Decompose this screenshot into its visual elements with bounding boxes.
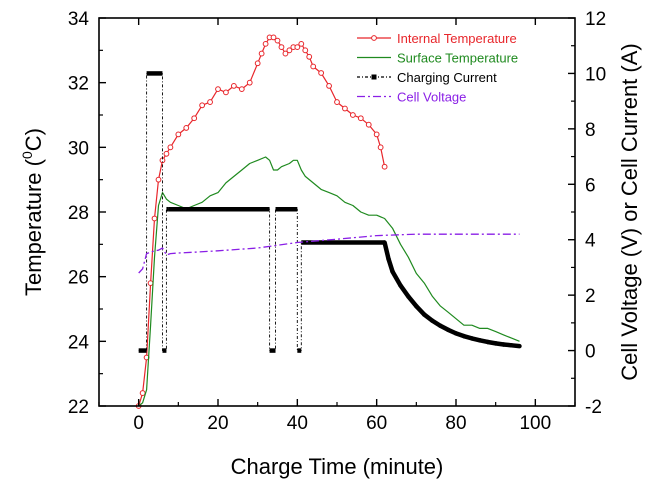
- internal-temperature-point: [302, 47, 309, 54]
- y-left-tick-label: 26: [68, 268, 89, 289]
- internal-temperature-point: [365, 121, 372, 128]
- y-left-tick-label: 24: [68, 332, 90, 353]
- internal-temperature-point: [139, 390, 146, 396]
- x-tick-label: 100: [519, 413, 551, 434]
- legend-item-cell-voltage: Cell Voltage: [357, 90, 466, 105]
- internal-temperature-point: [151, 215, 158, 222]
- charging-current-series: [138, 71, 522, 353]
- internal-temperature-point: [163, 150, 170, 157]
- internal-temperature-point: [230, 83, 237, 89]
- x-tick-label: 60: [366, 413, 387, 434]
- internal-temperature-point: [357, 115, 364, 122]
- plot-frame: [98, 17, 576, 407]
- internal-temperature-point: [191, 115, 198, 122]
- x-tick-label: 20: [207, 413, 228, 434]
- plot-lines: [135, 34, 522, 409]
- legend-item-charging-current: Charging Current: [357, 70, 497, 85]
- internal-temperature-point: [294, 44, 301, 50]
- internal-temperature-line: [138, 36, 386, 407]
- internal-temperature-point: [215, 86, 221, 93]
- internal-temperature-point: [306, 53, 313, 60]
- charging-current-decay: [509, 343, 522, 349]
- cell-voltage-line: [138, 233, 520, 274]
- legend-marker: [371, 35, 377, 41]
- internal-temperature-point: [326, 83, 332, 89]
- internal-temperature-point: [223, 89, 229, 96]
- legend: Internal Temperature Surface Temperature C…: [357, 31, 518, 105]
- y-right-tick-label: 6: [585, 175, 596, 196]
- charging-current-decay: [382, 240, 391, 262]
- y-right-tick-label: 0: [585, 342, 596, 363]
- internal-temperature-point: [155, 176, 162, 183]
- y-left-tick-label: 32: [68, 74, 89, 95]
- surface-temperature-series: [138, 156, 520, 407]
- legend-item-surface-temperature: Surface Temperature: [357, 51, 518, 66]
- y-left-tick-label: 22: [68, 397, 89, 418]
- charging-current-decay: [390, 269, 403, 288]
- internal-temperature-point: [270, 34, 277, 41]
- cell-voltage-series: [138, 233, 520, 274]
- legend-marker: [371, 74, 377, 80]
- internal-temperature-point: [207, 99, 213, 105]
- internal-temperature-point: [183, 125, 190, 131]
- x-tick-label: 0: [133, 413, 144, 434]
- y-right-tick-label: 12: [585, 9, 606, 30]
- internal-temperature-point: [167, 144, 174, 151]
- y-left-tick-label: 28: [68, 203, 89, 224]
- legend-label: Surface Temperature: [397, 51, 518, 66]
- internal-temperature-point: [147, 280, 154, 287]
- internal-temperature-point: [310, 63, 317, 70]
- internal-temperature-point: [334, 99, 340, 105]
- internal-temperature-point: [381, 163, 388, 170]
- internal-temperature-point: [298, 40, 305, 47]
- y-right-tick-label: 10: [585, 64, 606, 85]
- y-axis-left-title: Temperature (0C): [19, 128, 46, 296]
- internal-temperature-point: [274, 37, 281, 44]
- internal-temperature-point: [282, 50, 289, 57]
- x-axis-title: Charge Time (minute): [231, 454, 444, 479]
- y-right-tick-label: 8: [585, 120, 596, 141]
- y-right-tick-label: -2: [585, 397, 602, 418]
- internal-temperature-point: [318, 70, 325, 76]
- y-left-tick-label: 34: [68, 9, 90, 30]
- legend-label: Internal Temperature: [397, 31, 517, 46]
- internal-temperature-point: [175, 131, 182, 138]
- charging-current-decay: [398, 283, 411, 299]
- internal-temperature-point: [286, 47, 293, 54]
- legend-label: Cell Voltage: [397, 90, 466, 105]
- y-right-tick-label: 4: [585, 231, 596, 252]
- legend-item-internal-temperature: Internal Temperature: [357, 31, 517, 46]
- internal-temperature-point: [349, 112, 356, 118]
- internal-temperature-point: [238, 86, 245, 93]
- internal-temperature-point: [254, 60, 261, 67]
- internal-temperature-point: [373, 131, 380, 138]
- internal-temperature-point: [258, 50, 265, 57]
- surface-temperature-line: [138, 156, 520, 407]
- y-left-tick-label: 30: [68, 138, 89, 159]
- internal-temperature-series: [135, 34, 388, 409]
- x-tick-label: 40: [287, 413, 308, 434]
- internal-temperature-point: [342, 105, 348, 112]
- internal-temperature-point: [246, 79, 253, 86]
- internal-temperature-point: [278, 44, 285, 50]
- internal-temperature-point: [377, 144, 384, 151]
- legend-label: Charging Current: [397, 70, 497, 85]
- x-tick-label: 80: [445, 413, 466, 434]
- y-axis-right-title: Cell Voltage (V) or Cell Current (A): [617, 43, 642, 380]
- y-right-tick-label: 2: [585, 286, 596, 307]
- internal-temperature-point: [199, 102, 206, 109]
- internal-temperature-point: [262, 40, 269, 47]
